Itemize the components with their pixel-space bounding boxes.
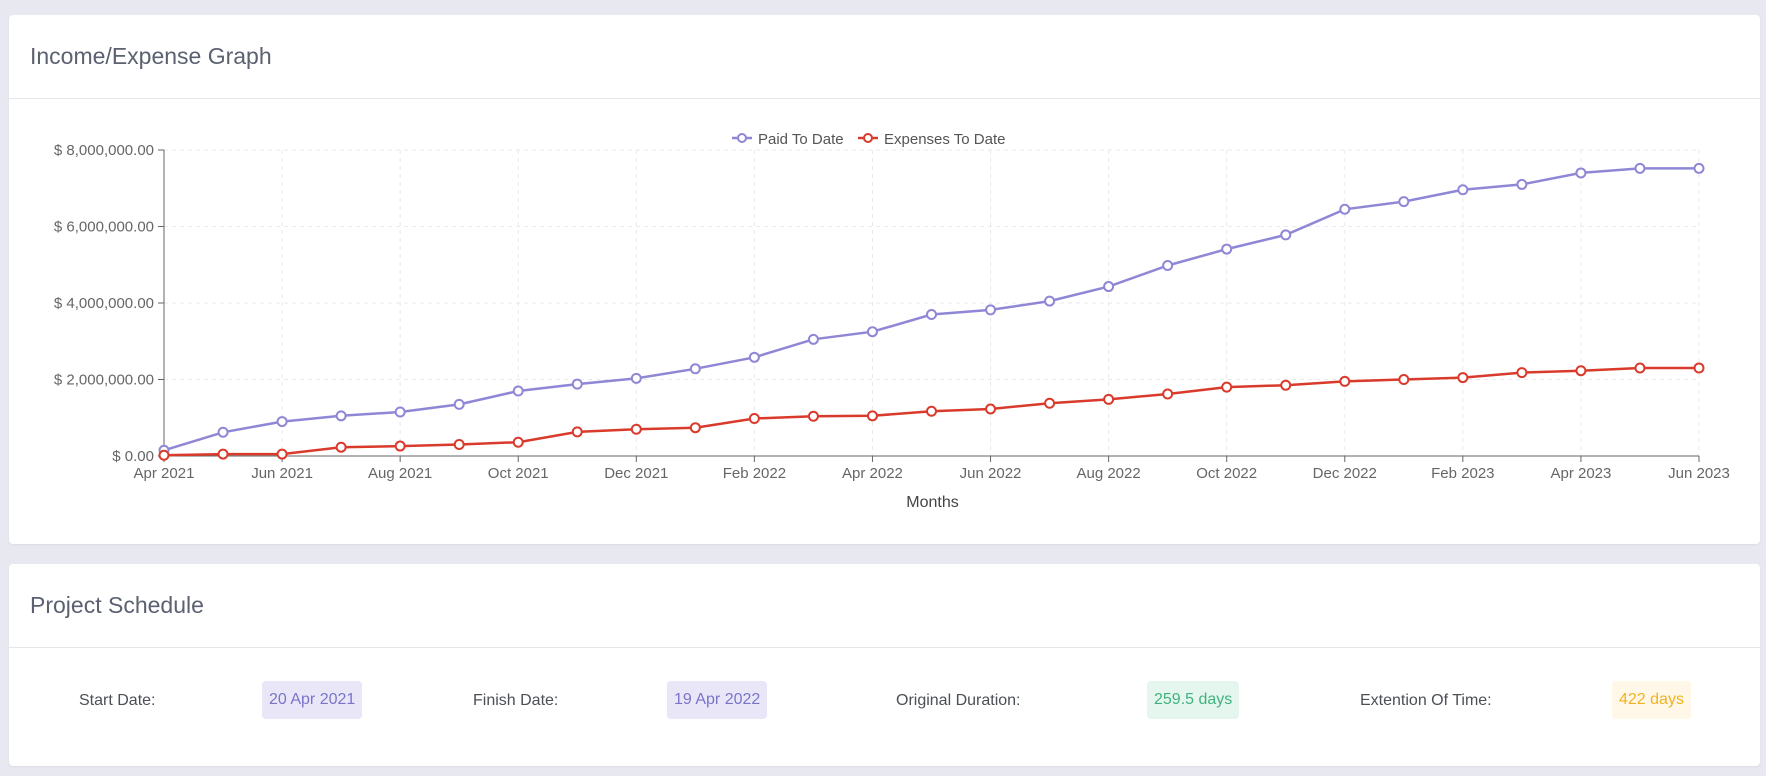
start-date-label: Start Date: [79,692,156,709]
x-tick-label: Oct 2021 [488,465,549,482]
extension-of-time-label: Extention Of Time: [1360,692,1492,709]
project-schedule-card: Project Schedule [9,564,1760,766]
y-tick-label: $ 8,000,000.00 [54,142,154,159]
series-point [1575,167,1587,179]
finish-date-label: Finish Date: [473,692,559,709]
series-point [1457,184,1469,196]
series-point [1398,374,1410,385]
series-point [394,440,406,452]
series-point [1103,393,1115,405]
start-date-badge: 20 Apr 2021 [262,681,363,719]
x-tick-label: Oct 2022 [1196,465,1257,482]
series-point [1221,243,1233,255]
legend-marker [737,133,747,143]
series-point [1398,196,1410,208]
series-point [217,426,229,438]
series-point [1634,162,1646,174]
series-point [571,426,583,438]
x-tick-label: Jun 2021 [251,465,313,482]
income-expense-title: Income/Expense Graph [30,43,272,69]
x-tick-label: Aug 2021 [368,465,432,482]
series-point [926,308,937,320]
series-point [748,413,760,425]
series-point [217,448,229,460]
series-point [1457,372,1469,384]
series-point [807,333,819,345]
series-point [630,423,642,435]
series-point [1575,365,1587,377]
series-point [335,410,347,422]
series-point [1516,178,1528,190]
series-point [1693,362,1705,374]
series-point [1634,362,1646,374]
x-axis-title: Months [906,494,958,511]
x-tick-label: Apr 2021 [134,465,195,482]
x-tick-label: Dec 2022 [1313,465,1377,482]
series-point [1103,281,1115,293]
x-tick-label: Aug 2022 [1076,465,1140,482]
y-tick-label: $ 4,000,000.00 [54,295,154,312]
y-tick-label: $ 2,000,000.00 [54,372,154,389]
y-tick-label: $ 0.00 [112,448,154,465]
series-point [335,441,347,453]
x-tick-label: Jun 2022 [960,465,1022,482]
x-tick-label: Jun 2023 [1668,465,1730,482]
series-point [453,398,465,410]
series-point [807,410,819,422]
original-duration-label: Original Duration: [896,692,1021,709]
series-point [512,385,524,397]
series-point [512,436,524,448]
series-point [276,416,288,428]
series-point [926,405,937,417]
y-tick-label: $ 6,000,000.00 [54,219,154,236]
series-point [1280,229,1292,241]
series-point [1221,381,1233,393]
series-point [158,449,170,461]
series-point [985,403,997,415]
project-schedule-card-header: Project Schedule [9,564,1760,648]
series-point [1162,388,1174,400]
series-point [1044,397,1056,409]
series-point [453,439,465,451]
series-point [1693,162,1705,174]
series-point [866,410,878,422]
series-point [1339,375,1351,387]
x-tick-label: Apr 2022 [842,465,903,482]
project-schedule-title: Project Schedule [30,592,204,618]
series-point [689,422,701,434]
x-tick-label: Feb 2023 [1431,465,1494,482]
series-point [689,363,701,375]
original-duration-badge: 259.5 days [1147,681,1240,719]
series-point [630,372,642,384]
legend-label: Expenses To Date [884,131,1005,148]
series-point [866,326,878,338]
series-point [1162,260,1174,272]
series-point [276,448,288,460]
series-point [1339,203,1351,215]
x-tick-label: Dec 2021 [604,465,668,482]
legend-label: Paid To Date [758,131,844,148]
series-point [1516,367,1528,379]
series-point [1280,379,1292,391]
series-point [1044,295,1056,307]
legend-marker [863,133,873,143]
series-point [748,351,760,363]
series-point [394,406,406,418]
x-tick-label: Feb 2022 [723,465,786,482]
income-expense-card-header: Income/Expense Graph [9,15,1760,99]
x-tick-label: Apr 2023 [1550,465,1611,482]
extension-of-time-badge: 422 days [1612,681,1691,719]
series-point [985,304,997,316]
series-point [571,378,583,390]
finish-date-badge: 19 Apr 2022 [667,681,768,719]
